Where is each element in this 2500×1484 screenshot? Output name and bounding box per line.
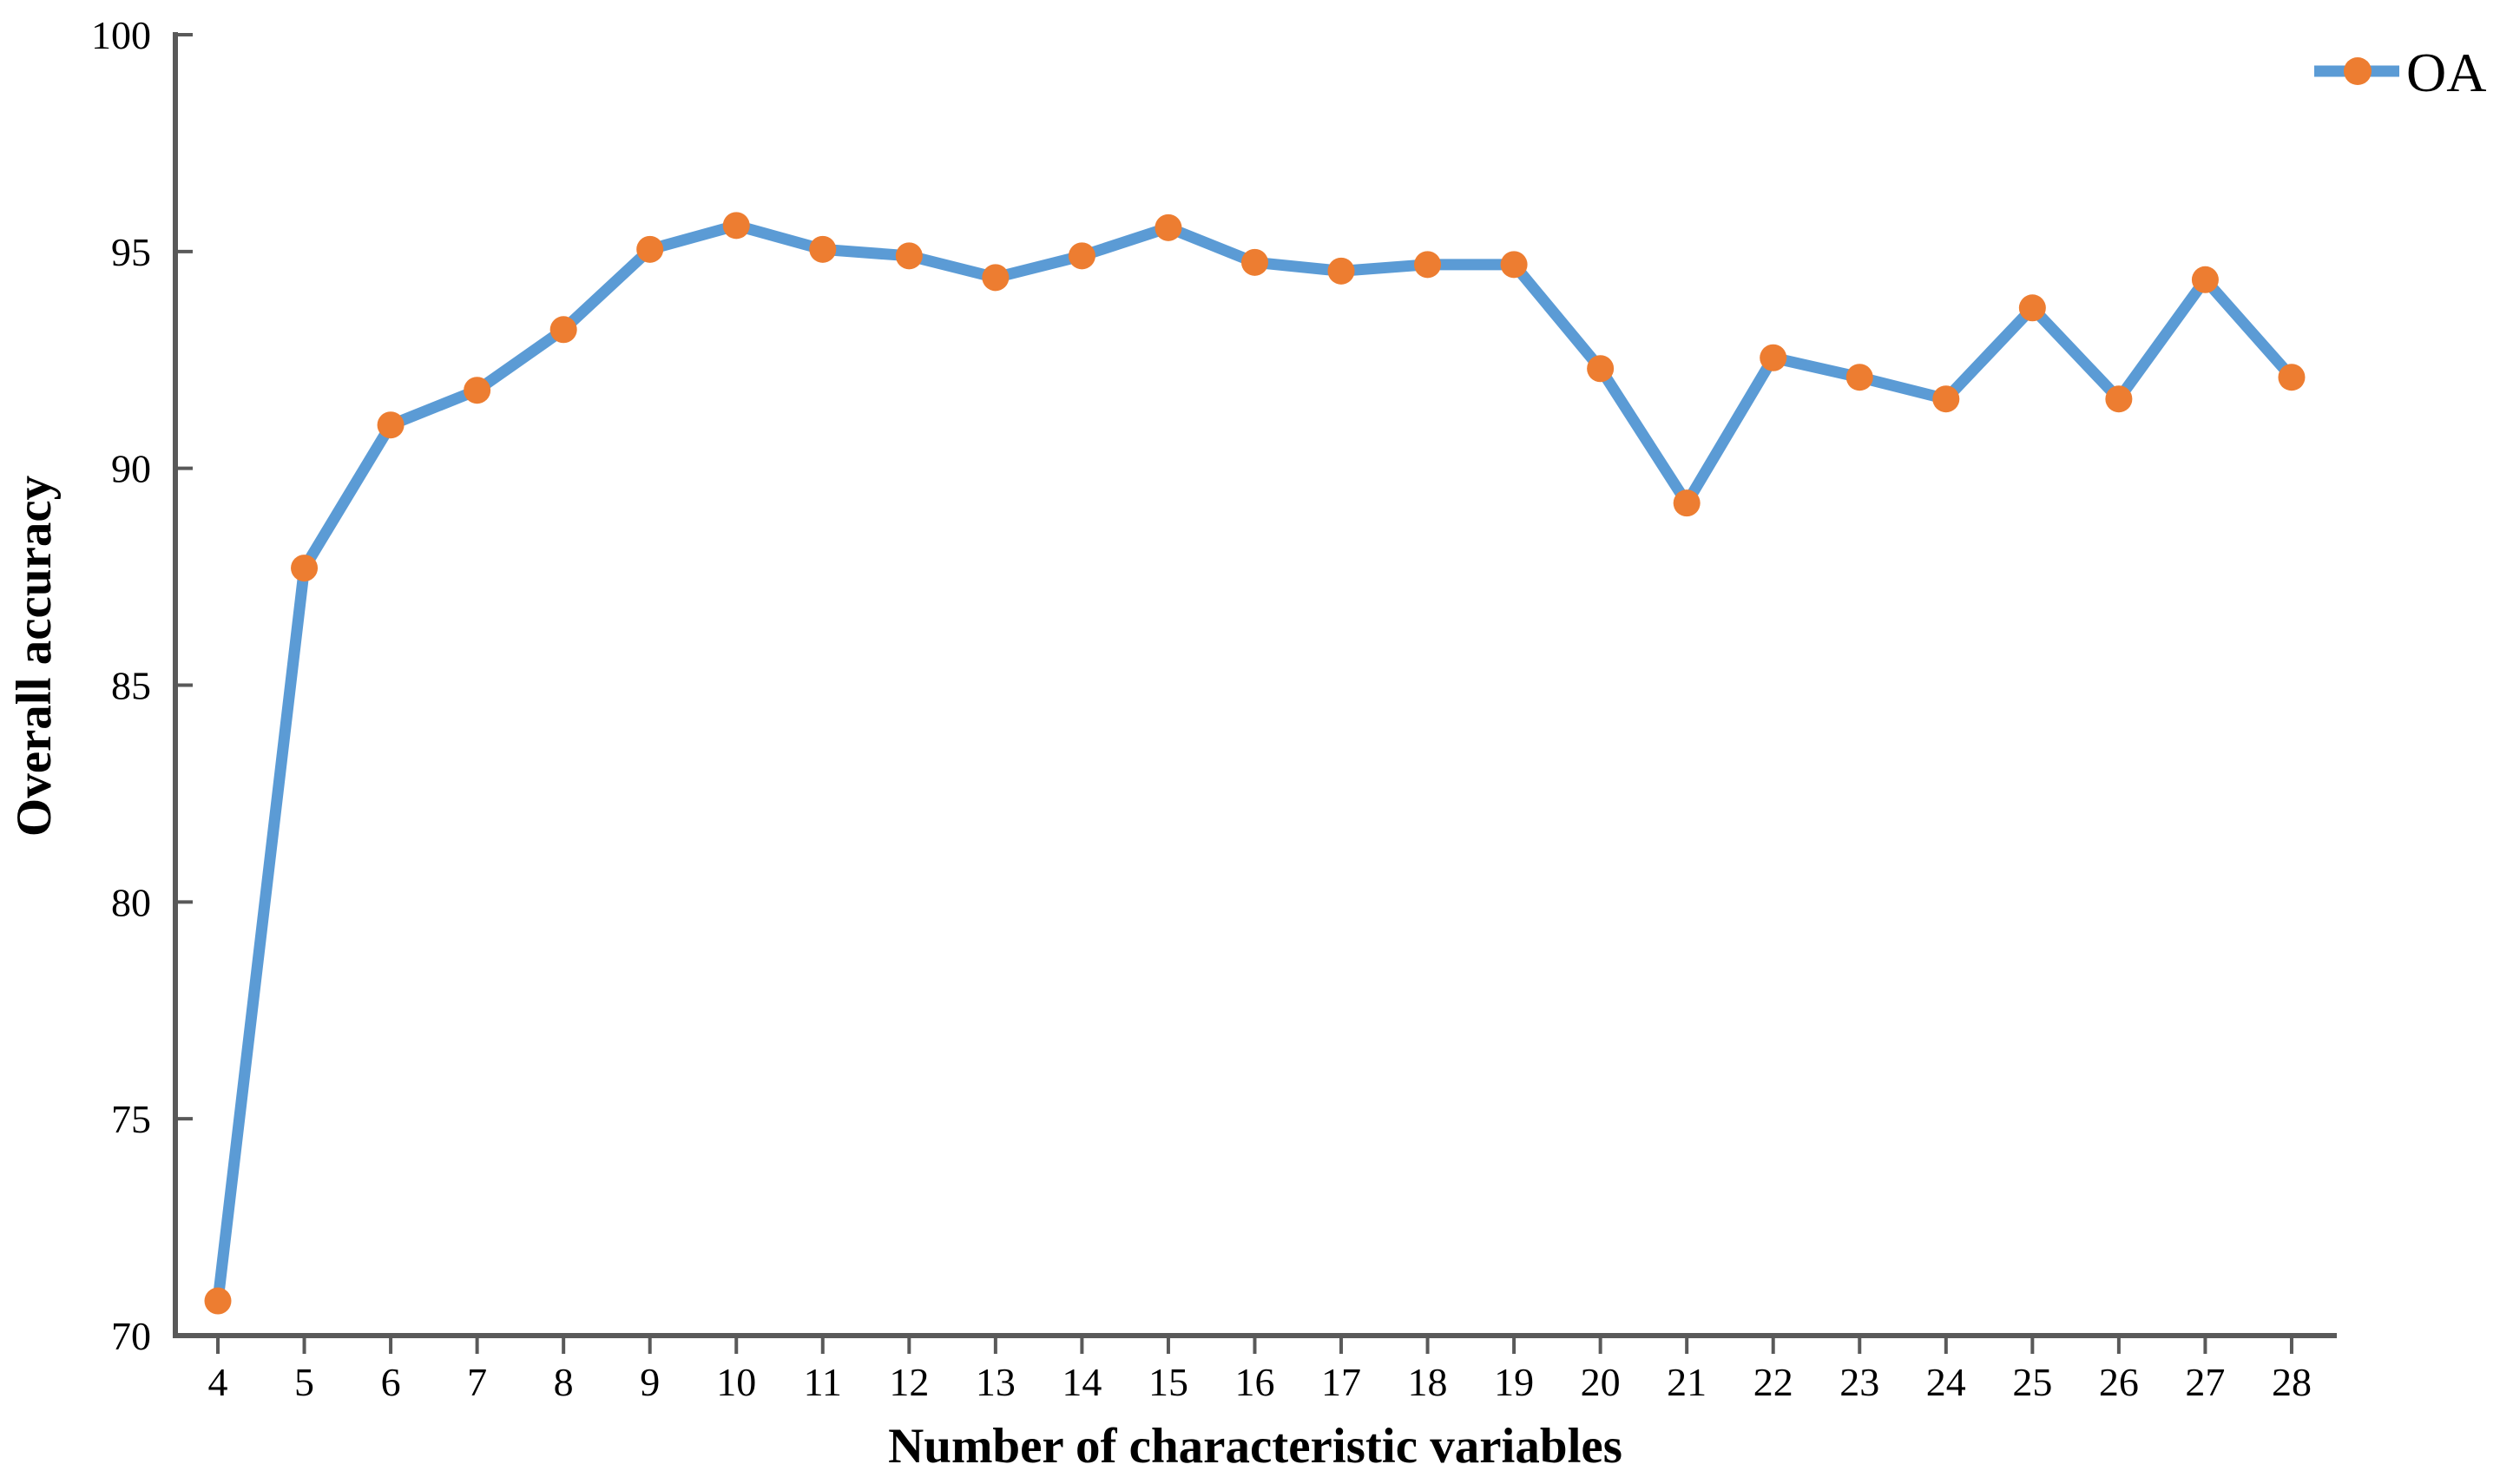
data-point-marker bbox=[809, 235, 837, 263]
x-tick-label: 4 bbox=[208, 1360, 228, 1404]
data-point-marker bbox=[1068, 242, 1095, 270]
y-tick-label: 75 bbox=[111, 1097, 151, 1141]
x-tick-label: 25 bbox=[2012, 1360, 2052, 1404]
x-axis-ticks: 4 5 6 7 8 9 10 11 12 13 14 15 16 17 18 19 20 21 22 23 24 25 26… bbox=[208, 1336, 2312, 1404]
x-tick-label: 21 bbox=[1667, 1360, 1707, 1404]
y-tick-label: 100 bbox=[91, 13, 151, 57]
data-point-marker bbox=[895, 242, 923, 270]
x-tick-label: 17 bbox=[1321, 1360, 1361, 1404]
data-point-marker bbox=[1155, 213, 1182, 241]
data-point-marker bbox=[549, 316, 577, 344]
y-tick-label: 85 bbox=[111, 664, 151, 708]
data-point-marker bbox=[1760, 344, 1787, 371]
data-point-marker bbox=[2191, 266, 2219, 293]
x-tick-label: 13 bbox=[976, 1360, 1016, 1404]
data-point-marker bbox=[1500, 251, 1528, 279]
legend-series-label: OA bbox=[2406, 42, 2486, 103]
x-tick-label: 6 bbox=[381, 1360, 401, 1404]
x-tick-label: 26 bbox=[2099, 1360, 2139, 1404]
x-tick-label: 15 bbox=[1148, 1360, 1188, 1404]
data-point-marker bbox=[1414, 251, 1442, 279]
x-tick-label: 23 bbox=[1839, 1360, 1879, 1404]
data-point-marker bbox=[722, 212, 750, 240]
oa-line bbox=[212, 220, 2298, 1307]
data-point-marker bbox=[1932, 385, 1960, 413]
x-tick-label: 16 bbox=[1234, 1360, 1274, 1404]
data-point-marker bbox=[1587, 355, 1615, 383]
x-tick-label: 7 bbox=[467, 1360, 487, 1404]
x-axis-title: Number of characteristic variables bbox=[888, 1419, 1622, 1474]
x-tick-label: 8 bbox=[554, 1360, 574, 1404]
data-point-marker bbox=[1327, 257, 1355, 285]
legend: OA bbox=[2314, 42, 2486, 103]
x-tick-label: 19 bbox=[1494, 1360, 1534, 1404]
x-tick-label: 12 bbox=[889, 1360, 929, 1404]
y-axis-title: Overall accuracy bbox=[7, 476, 62, 837]
data-point-marker bbox=[2278, 364, 2306, 391]
y-tick-label: 90 bbox=[111, 447, 151, 491]
x-tick-label: 22 bbox=[1753, 1360, 1793, 1404]
data-point-marker bbox=[204, 1287, 232, 1315]
data-point-marker bbox=[982, 264, 1010, 292]
oa-data-series bbox=[204, 212, 2306, 1315]
x-tick-label: 5 bbox=[294, 1360, 314, 1404]
x-tick-label: 20 bbox=[1581, 1360, 1621, 1404]
data-point-marker bbox=[2105, 385, 2133, 413]
y-axis-ticks: 70 75 80 85 90 95 100 bbox=[91, 13, 193, 1358]
x-tick-label: 28 bbox=[2272, 1360, 2312, 1404]
data-point-marker bbox=[464, 377, 491, 404]
data-point-marker bbox=[2018, 294, 2046, 322]
x-tick-label: 11 bbox=[804, 1360, 842, 1404]
data-point-marker bbox=[1845, 364, 1873, 391]
x-tick-label: 24 bbox=[1926, 1360, 1966, 1404]
data-point-marker bbox=[291, 555, 319, 582]
x-tick-label: 14 bbox=[1062, 1360, 1102, 1404]
x-tick-label: 27 bbox=[2185, 1360, 2225, 1404]
legend-marker-icon bbox=[2344, 57, 2372, 85]
y-tick-label: 70 bbox=[111, 1314, 151, 1358]
y-tick-label: 80 bbox=[111, 880, 151, 924]
x-tick-label: 10 bbox=[716, 1360, 756, 1404]
data-point-marker bbox=[636, 235, 664, 263]
x-tick-label: 18 bbox=[1408, 1360, 1448, 1404]
data-point-marker bbox=[1673, 489, 1701, 517]
x-tick-label: 9 bbox=[640, 1360, 660, 1404]
data-point-marker bbox=[377, 411, 405, 439]
y-tick-label: 95 bbox=[111, 230, 151, 274]
data-point-marker bbox=[1240, 248, 1268, 276]
